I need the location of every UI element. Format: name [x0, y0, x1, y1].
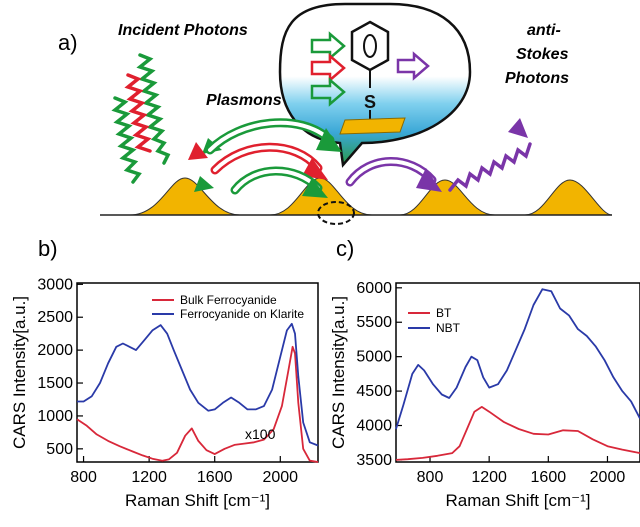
annotation-label: x100: [245, 426, 276, 442]
y-tick-label: 4500: [356, 383, 392, 400]
series-line-ferrocyanide-on-klarite: [77, 324, 318, 446]
y-tick-label: 6000: [356, 280, 392, 297]
klarite-substrate: [100, 178, 612, 215]
y-tick-label: 2500: [37, 309, 73, 326]
y-tick-label: 5500: [356, 314, 392, 331]
y-tick-label: 5000: [356, 349, 392, 366]
legend-label: Ferrocyanide on Klarite: [180, 307, 304, 321]
series-line-bt: [396, 407, 640, 460]
legend-label: Bulk Ferrocyanide: [180, 293, 277, 307]
y-axis-label: CARS Intensity[a.u.]: [10, 296, 29, 449]
x-axis-label: Raman Shift [cm⁻¹]: [125, 491, 270, 510]
y-tick-label: 1500: [37, 375, 73, 392]
linker-label: S: [364, 92, 376, 112]
y-tick-label: 4000: [356, 418, 392, 435]
y-tick-label: 3500: [356, 452, 392, 469]
x-tick-label: 2000: [590, 469, 626, 486]
x-tick-label: 1600: [531, 469, 567, 486]
y-tick-label: 1000: [37, 408, 73, 425]
legend-label: BT: [436, 306, 452, 320]
anti-stokes-wave: [450, 144, 530, 190]
y-tick-label: 500: [46, 441, 73, 458]
chart-b: 800 1200 1600 2000 500 1000 1500 2000 2500 3000 Ra…: [0, 240, 330, 527]
panel-a-schematic: S: [0, 0, 640, 240]
x-tick-label: 1600: [197, 469, 233, 486]
series-line-bulk-ferrocyanide: [77, 347, 318, 462]
incident-photon-waves: [115, 55, 222, 192]
anti-stokes-arrowhead: [508, 118, 528, 138]
x-tick-label: 800: [70, 469, 97, 486]
x-tick-label: 1200: [131, 469, 167, 486]
y-tick-label: 2000: [37, 342, 73, 359]
y-tick-label: 3000: [37, 276, 73, 293]
x-tick-label: 1200: [471, 469, 507, 486]
plot-frame: [396, 283, 640, 462]
chart-c: 800 1200 1600 2000 3500 4000 4500 5000 5500 6000 R…: [330, 240, 640, 527]
x-axis-label: Raman Shift [cm⁻¹]: [445, 491, 590, 510]
y-axis-label: CARS Intensity[a.u.]: [330, 296, 348, 449]
series-line-nbt: [396, 289, 640, 429]
legend-label: NBT: [436, 321, 461, 335]
x-tick-label: 800: [417, 469, 444, 486]
x-tick-label: 2000: [262, 469, 298, 486]
